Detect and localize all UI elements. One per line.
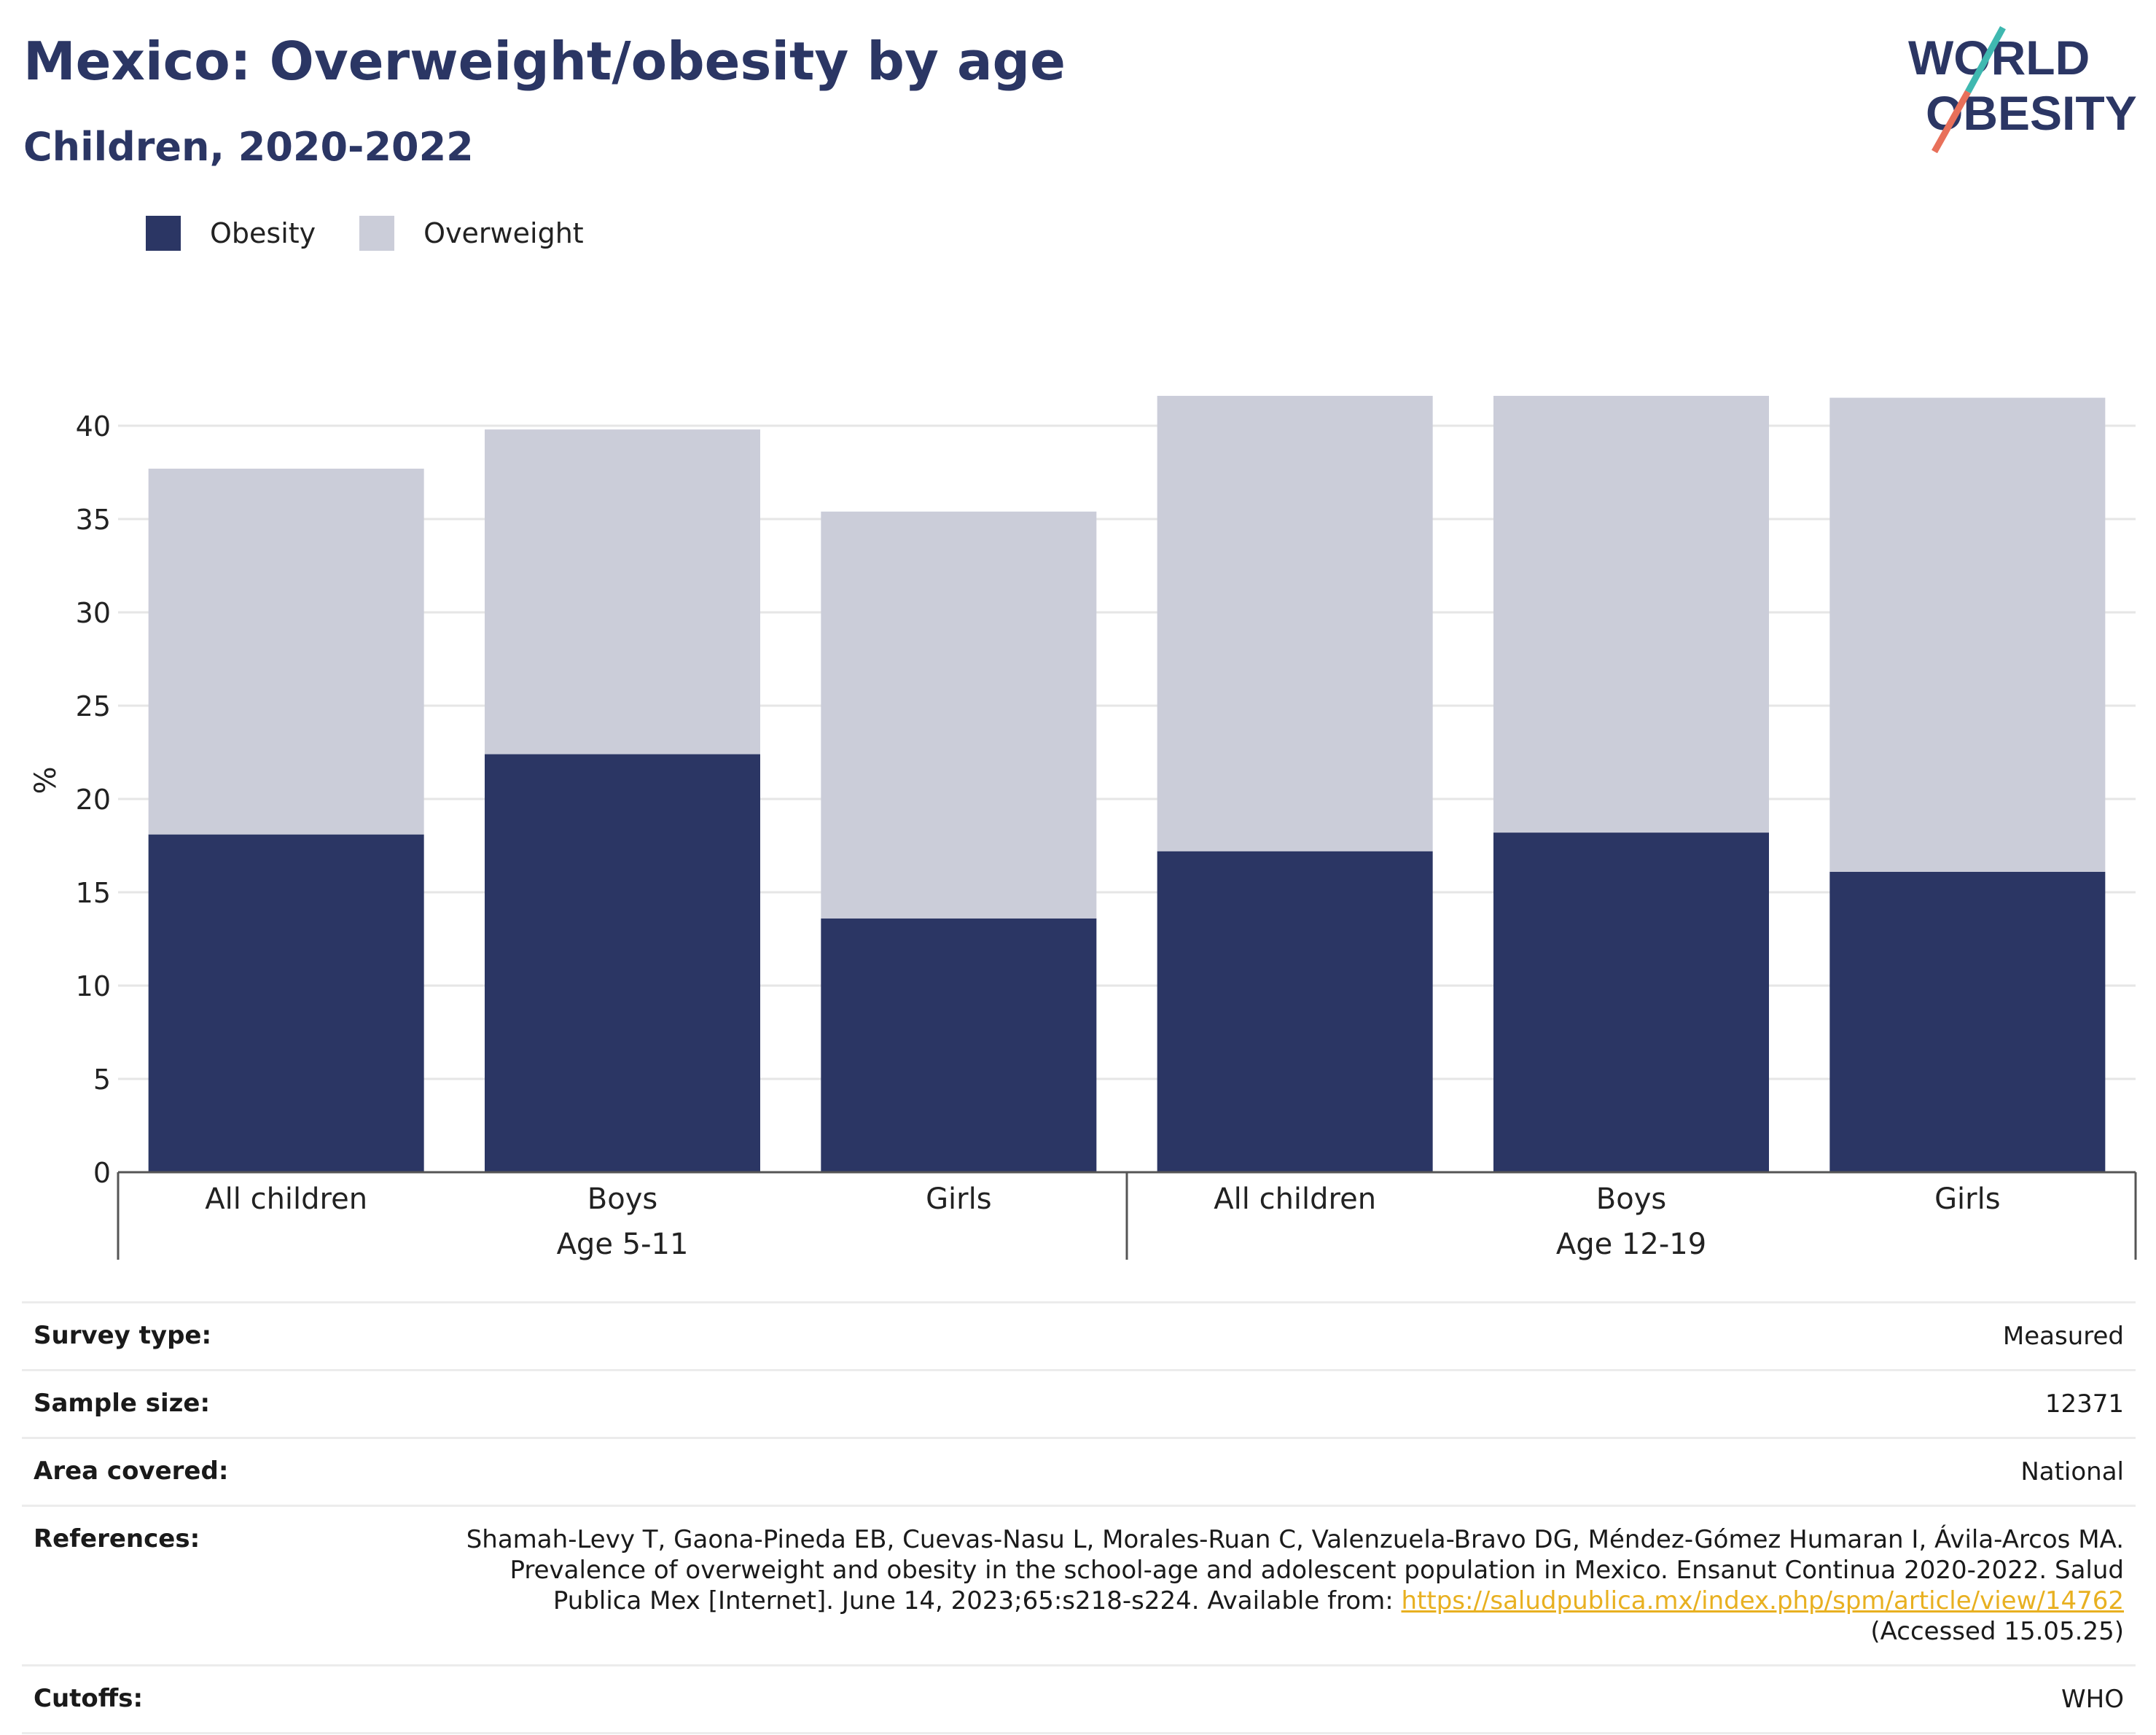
bar-overweight-2 (821, 511, 1097, 919)
bar-obesity-2 (821, 918, 1097, 1172)
y-tick-label: 25 (76, 690, 111, 722)
meta-row-references: References: Shamah-Levy T, Gaona-Pineda … (22, 1505, 2136, 1664)
x-tick-label: All children (1214, 1182, 1376, 1216)
meta-label: References: (34, 1524, 200, 1553)
meta-row-cutoffs: Cutoffs: WHO (22, 1664, 2136, 1734)
meta-row-sample-size: Sample size: 12371 (22, 1369, 2136, 1437)
bar-overweight-3 (1157, 396, 1433, 851)
y-tick-label: 40 (76, 410, 111, 442)
bar-overweight-4 (1493, 396, 1769, 833)
meta-value: Measured (2002, 1322, 2124, 1351)
group-label: Age 12-19 (1556, 1228, 1706, 1261)
bar-obesity-0 (148, 834, 424, 1172)
reference-link[interactable]: https://saludpublica.mx/index.php/spm/ar… (1401, 1586, 2124, 1615)
legend-swatch-overweight (359, 216, 395, 251)
chart-subtitle: Children, 2020-2022 (23, 124, 474, 170)
bar-obesity-4 (1493, 833, 1769, 1172)
legend-item-overweight[interactable]: Overweight (359, 216, 584, 251)
legend-item-obesity[interactable]: Obesity (146, 216, 316, 251)
bar-obesity-1 (485, 754, 760, 1172)
chart-title: Mexico: Overweight/obesity by age (23, 31, 1066, 92)
x-tick-label: Boys (587, 1182, 657, 1216)
y-tick-label: 10 (76, 970, 111, 1002)
legend-label-overweight: Overweight (423, 217, 584, 249)
y-tick-label: 0 (93, 1157, 111, 1189)
x-tick-label: Girls (1934, 1182, 2001, 1216)
meta-label: Cutoffs: (34, 1684, 144, 1713)
bar-overweight-5 (1829, 397, 2106, 872)
meta-value: 12371 (2044, 1389, 2124, 1419)
bar-obesity-3 (1157, 851, 1433, 1172)
meta-label: Area covered: (34, 1457, 229, 1486)
reference-accessed: (Accessed 15.05.25) (1870, 1617, 2124, 1646)
meta-row-area-covered: Area covered: National (22, 1437, 2136, 1505)
metadata-table: Survey type: Measured Sample size: 12371… (22, 1301, 2136, 1734)
y-axis-label: % (29, 766, 63, 794)
x-tick-label: Boys (1596, 1182, 1666, 1216)
bar-chart: 0 5 10 15 20 25 30 35 40% All children Boys Girls Al… (29, 396, 2137, 1261)
meta-value: Shamah-Levy T, Gaona-Pineda EB, Cuevas-N… (448, 1524, 2124, 1647)
meta-value: National (2020, 1457, 2124, 1486)
logo-slash-teal (1965, 26, 2006, 94)
y-tick-label: 5 (93, 1064, 111, 1096)
x-tick-label: Girls (926, 1182, 992, 1216)
legend-label-obesity: Obesity (210, 217, 316, 249)
y-tick-label: 35 (76, 504, 111, 536)
world-obesity-logo: WORLD OBESITY (1908, 26, 2137, 153)
y-tick-label: 30 (76, 597, 111, 629)
meta-row-survey-type: Survey type: Measured (22, 1301, 2136, 1369)
group-label: Age 5-11 (557, 1228, 689, 1261)
bar-overweight-0 (148, 468, 424, 835)
legend: Obesity Overweight (146, 216, 628, 251)
legend-swatch-obesity (146, 216, 181, 251)
y-tick-label: 20 (76, 784, 111, 816)
bar-obesity-5 (1829, 871, 2106, 1172)
meta-label: Survey type: (34, 1321, 212, 1350)
logo-line2: OBESITY (1926, 86, 2137, 140)
bar-overweight-1 (485, 429, 760, 755)
meta-label: Sample size: (34, 1389, 211, 1418)
meta-value: WHO (2061, 1685, 2124, 1714)
y-tick-label: 15 (76, 877, 111, 909)
x-tick-label: All children (205, 1182, 367, 1216)
logo-slash-coral (1932, 90, 1971, 153)
reference-text: Shamah-Levy T, Gaona-Pineda EB, Cuevas-N… (466, 1525, 2124, 1615)
